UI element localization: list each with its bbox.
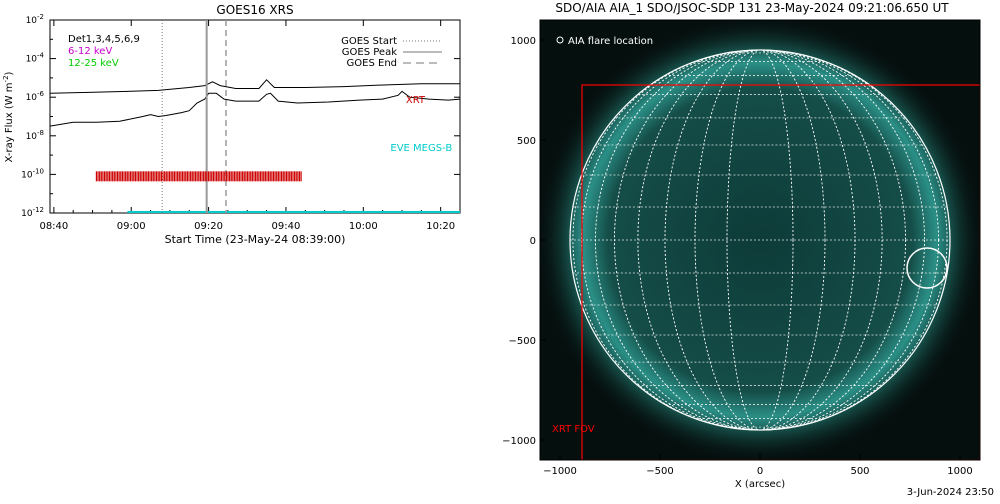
goes-legend-right-label: GOES Peak xyxy=(342,47,397,58)
goes-title: GOES16 XRS xyxy=(216,3,293,17)
solar-limb xyxy=(569,49,951,431)
aia-x-tick-label: 1000 xyxy=(947,466,972,477)
aia-y-tick-label: 1000 xyxy=(511,36,536,47)
goes-legend-left-entry: Det1,3,4,5,6,9 xyxy=(68,34,140,45)
goes-y-tick-label: 10-4 xyxy=(26,52,45,65)
goes-x-tick-label: 08:40 xyxy=(39,221,68,232)
aia-y-tick-label: −500 xyxy=(509,336,536,347)
aia-image-panel: SDO/AIA AIA_1 SDO/JSOC-SDP 131 23-May-20… xyxy=(502,1,981,490)
goes-x-tick-label: 09:40 xyxy=(272,221,301,232)
xrt-fov-box xyxy=(581,84,980,460)
aia-y-tick-label: 500 xyxy=(517,136,536,147)
xrt-fov-label: XRT FOV xyxy=(552,424,595,435)
goes-y-tick-label: 10-10 xyxy=(21,167,44,180)
aia-y-tick-label: 0 xyxy=(530,236,536,247)
goes-y-tick-label: 10-2 xyxy=(26,13,44,26)
goes-legend-right-label: GOES Start xyxy=(341,36,397,47)
goes-annotation: EVE MEGS-B xyxy=(390,143,452,154)
aia-x-tick-label: −1000 xyxy=(543,466,577,477)
aia-x-tick-label: −500 xyxy=(646,466,673,477)
goes-y-tick-label: 10-8 xyxy=(26,129,44,142)
goes-y-axis-label: X-ray Flux (W m-2) xyxy=(2,71,15,162)
goes-annotation: XRT xyxy=(406,95,426,106)
goes-legend-left-entry: 6-12 keV xyxy=(68,46,112,57)
goes-x-tick-label: 10:00 xyxy=(349,221,378,232)
goes-xrs-panel: GOES16 XRS 10-12 10-10 10-8 10-6 10-4 10-2 08… xyxy=(2,3,461,246)
footer-timestamp: 3-Jun-2024 23:50 xyxy=(906,487,994,498)
goes-y-tick-label: 10-6 xyxy=(26,90,45,103)
goes-x-tick-label: 10:20 xyxy=(426,221,455,232)
goes-legend-right-label: GOES End xyxy=(347,58,397,69)
aia-title: SDO/AIA AIA_1 SDO/JSOC-SDP 131 23-May-20… xyxy=(555,1,949,15)
longitude-line xyxy=(637,49,883,431)
flare-location-marker xyxy=(906,247,948,289)
goes-y-tick-label: 10-12 xyxy=(21,206,44,219)
goes-x-tick-label: 09:00 xyxy=(117,221,146,232)
aia-x-axis-label: X (arcsec) xyxy=(735,479,785,490)
aia-x-tick-label: 0 xyxy=(757,466,763,477)
goes-series-short xyxy=(49,90,461,127)
aia-x-tick-label: 500 xyxy=(850,466,869,477)
goes-x-axis-label: Start Time (23-May-24 08:39:00) xyxy=(165,233,346,246)
flare-legend: AIA flare location xyxy=(556,36,653,47)
goes-series-long xyxy=(49,79,460,94)
aia-y-tick-label: −1000 xyxy=(502,436,536,447)
goes-legend-left-entry: 12-25 keV xyxy=(68,58,119,69)
goes-x-tick-label: 09:20 xyxy=(194,221,223,232)
flare-legend-label: AIA flare location xyxy=(568,36,653,47)
flare-legend-icon xyxy=(556,36,564,44)
